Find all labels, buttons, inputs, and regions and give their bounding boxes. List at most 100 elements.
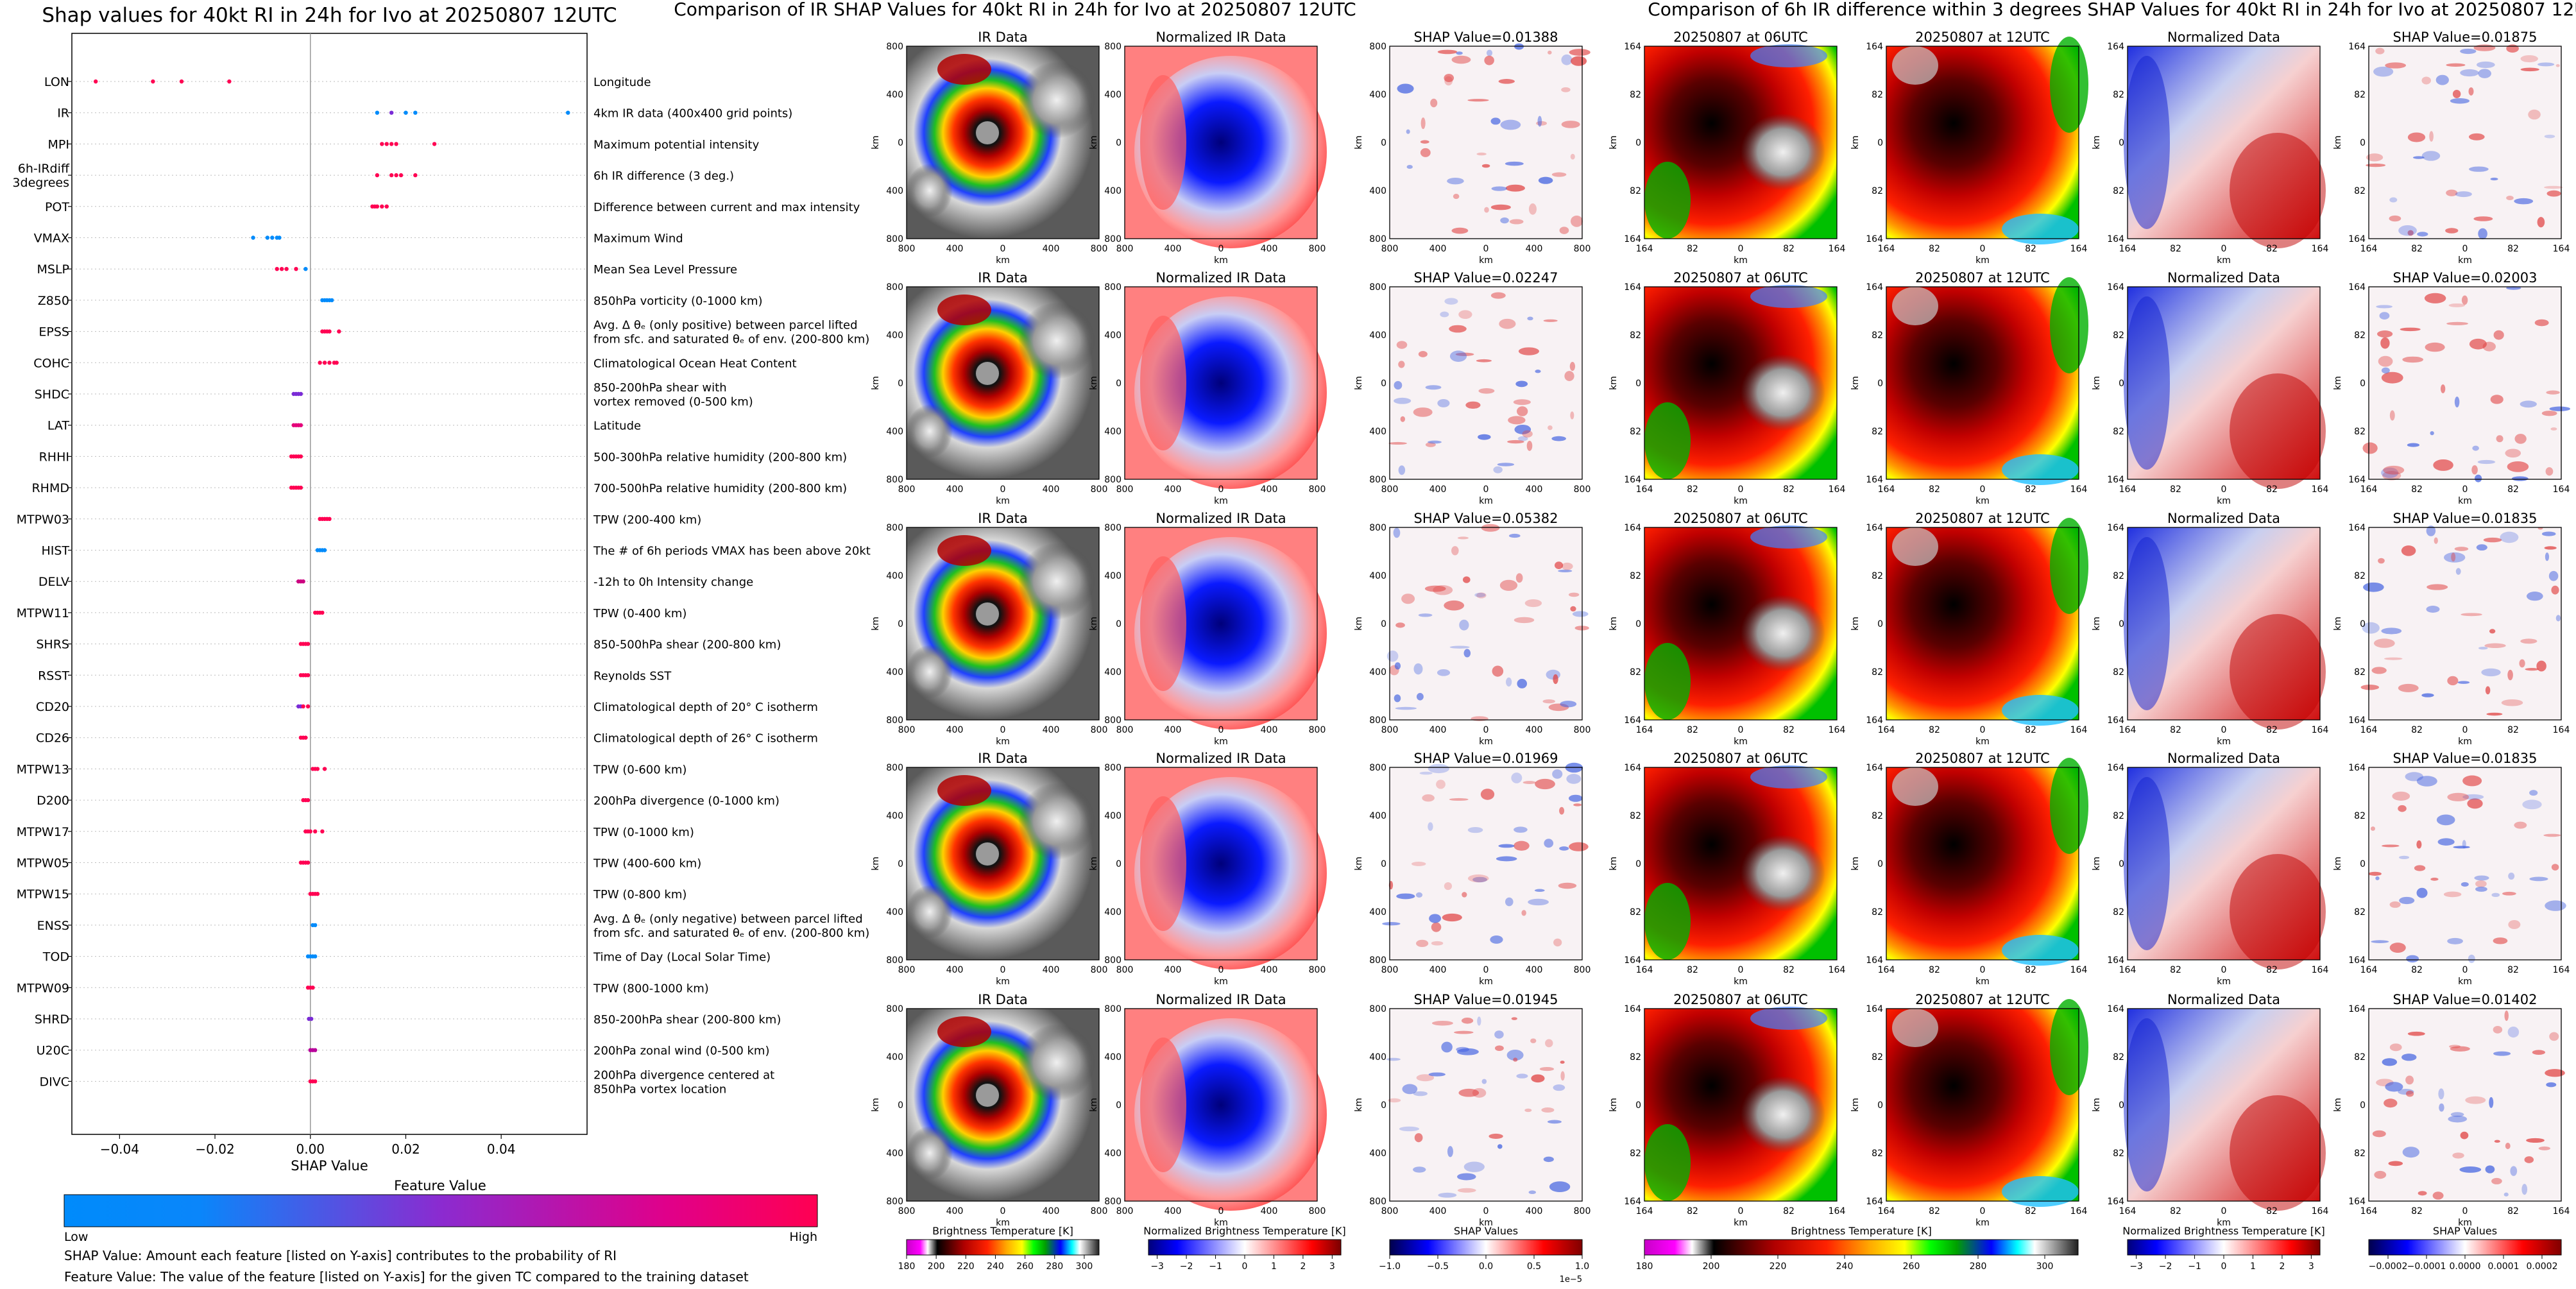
y-tick-label: 82 xyxy=(1630,571,1641,581)
x-tick-label: 0 xyxy=(1980,244,1986,254)
y-tick-label: 800 xyxy=(1104,1004,1122,1014)
norm-warm-band xyxy=(1140,556,1186,691)
y-axis-label: km xyxy=(1608,135,1619,149)
x-tick-label: 82 xyxy=(2411,484,2423,495)
y-tick-label: 164 xyxy=(1624,523,1641,533)
shap-blob xyxy=(2398,805,2407,812)
feature-code-label: MSLP xyxy=(37,262,70,277)
x-axis-label: km xyxy=(1734,1218,1748,1228)
shap-blob xyxy=(2402,356,2424,363)
x-tick-label: 164 xyxy=(2119,1206,2137,1216)
feature-code-label: LAT xyxy=(47,419,70,433)
shap-blob xyxy=(1478,434,1491,440)
shap-blob xyxy=(1491,186,1507,191)
x-tick-label: 0 xyxy=(1000,965,1006,975)
y-tick-label: 800 xyxy=(1104,763,1122,773)
x-tick-label: 400 xyxy=(1261,965,1278,975)
shap-blob xyxy=(2405,1075,2414,1085)
shap-blob xyxy=(1437,669,1451,676)
feature-description: Avg. Δ θₑ (only positive) between parcel… xyxy=(593,319,869,346)
shap-blob xyxy=(1441,1041,1453,1053)
shap-blob xyxy=(2493,1051,2511,1056)
shap-blob xyxy=(1509,219,1524,225)
feature-code-line: SHDC xyxy=(35,388,69,402)
ir-cloud xyxy=(1018,302,1095,379)
feature-code-line: ENSS xyxy=(37,919,69,933)
shap-blob xyxy=(2507,669,2513,681)
x-tick-label: 164 xyxy=(1878,965,1895,975)
x-tick-label: 400 xyxy=(1526,484,1543,495)
y-axis-label: km xyxy=(871,617,881,631)
x-tick-label: 800 xyxy=(1381,725,1399,735)
x-tick-label: 164 xyxy=(1829,965,1846,975)
x-tick-label: 0 xyxy=(2462,484,2468,495)
shap-blob xyxy=(1386,650,1399,662)
y-axis-label: km xyxy=(1354,376,1364,390)
panel-frame xyxy=(1644,527,1838,721)
x-tick-label: 164 xyxy=(1829,725,1846,735)
ir-cloud xyxy=(1018,1024,1095,1101)
x-tick-label: 400 xyxy=(1429,244,1447,254)
colorbar-label: SHAP Values xyxy=(1454,1225,1518,1237)
shap-blob xyxy=(2489,1097,2494,1108)
normdiag-blue-band xyxy=(2124,56,2170,229)
feature-description: Latitude xyxy=(593,420,641,433)
shap-blob xyxy=(2546,1082,2557,1088)
feature-code-line: RSST xyxy=(38,669,69,683)
y-tick-label: 400 xyxy=(1369,90,1386,100)
shap-blob xyxy=(1515,573,1523,583)
x-tick-label: 400 xyxy=(1429,1206,1447,1216)
y-tick-label: 800 xyxy=(1104,715,1122,726)
colorbar-tick-label: −1.0 xyxy=(1379,1261,1401,1272)
panel-frame xyxy=(1644,286,1838,480)
panel-title: SHAP Value=0.02003 xyxy=(2393,270,2538,286)
shap-blob xyxy=(1548,425,1553,431)
panel-frame xyxy=(906,286,1100,480)
y-tick-label: 400 xyxy=(1369,1148,1386,1159)
y-tick-label: 164 xyxy=(2348,282,2366,293)
shap-blob xyxy=(1570,215,1583,227)
shap-point xyxy=(389,142,394,146)
y-tick-label: 800 xyxy=(1369,475,1386,485)
x-tick-label: 0 xyxy=(1483,484,1489,495)
y-tick-label: 800 xyxy=(1104,282,1122,293)
panel-frame xyxy=(2127,46,2321,239)
y-tick-label: 82 xyxy=(1630,907,1641,918)
shap-blob xyxy=(2426,525,2436,536)
x-tick-label: 0 xyxy=(1218,244,1224,254)
colorbar-gradient xyxy=(2368,1239,2562,1256)
y-tick-label: 800 xyxy=(1369,955,1386,966)
y-tick-label: 0 xyxy=(1635,379,1641,389)
shap-blob xyxy=(1542,699,1555,704)
footnote-shap-value: SHAP Value: Amount each feature [listed … xyxy=(64,1248,617,1263)
x-tick-label: 400 xyxy=(1429,965,1447,975)
shap-point xyxy=(432,142,437,146)
shap-blob xyxy=(2551,585,2559,595)
x-tick-label: 82 xyxy=(2266,244,2278,254)
shap-blob xyxy=(2489,629,2496,634)
y-tick-label: 82 xyxy=(1872,907,1883,918)
shap-blob xyxy=(2491,1177,2502,1184)
feature-code-label: SHRD xyxy=(35,1012,69,1027)
y-axis-label: km xyxy=(2092,135,2102,149)
y-tick-label: 400 xyxy=(1369,186,1386,196)
y-tick-label: 400 xyxy=(1104,1052,1122,1063)
shap-blob xyxy=(2372,1130,2386,1138)
ir-cloud-top xyxy=(937,54,991,85)
y-tick-label: 0 xyxy=(1381,619,1386,629)
x-tick-label: 82 xyxy=(1687,244,1698,254)
shap-point xyxy=(312,1048,318,1052)
x-tick-label: 0 xyxy=(1738,1206,1744,1216)
shap-blob xyxy=(2399,855,2410,860)
shap-point xyxy=(389,173,394,178)
y-tick-label: 164 xyxy=(1866,282,1883,293)
y-tick-label: 164 xyxy=(2348,475,2366,485)
shap-blob xyxy=(2545,552,2550,561)
x-tick-label: 0.02 xyxy=(391,1141,420,1157)
shap-blob xyxy=(2384,657,2403,660)
chart-title: Shap values for 40kt RI in 24h for Ivo a… xyxy=(42,4,617,27)
shap-blob xyxy=(1570,606,1576,612)
x-tick-label: 164 xyxy=(2119,965,2137,975)
shap-blob xyxy=(1514,424,1531,434)
x-tick-label: 82 xyxy=(1783,1206,1795,1216)
